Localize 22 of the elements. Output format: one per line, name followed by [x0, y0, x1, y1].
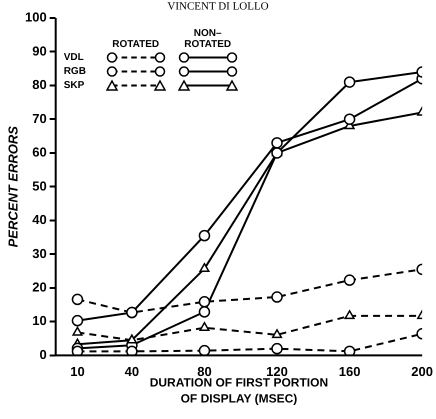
y-tick-label: 40 — [32, 212, 47, 228]
legend-label: SKP — [64, 80, 86, 91]
annotation: ROTATED — [111, 39, 160, 50]
y-tick-label: 10 — [32, 313, 47, 328]
y-tick-label: 20 — [32, 280, 47, 294]
y-tick-label: 70 — [32, 110, 47, 126]
legend-label: RGB — [64, 66, 87, 77]
x-tick-label: 10 — [70, 364, 85, 379]
y-tick-label: 50 — [32, 178, 47, 194]
x-tick-label: 160 — [338, 364, 360, 379]
y-tick-label: 60 — [32, 144, 47, 160]
y-tick-label: 80 — [32, 77, 47, 92]
y-tick-label: 30 — [32, 246, 47, 261]
x-tick-label: 40 — [124, 364, 140, 379]
legend-label: VDL — [64, 52, 85, 63]
y-tick-label: 0 — [39, 346, 47, 362]
annotation: NON– ROTATED — [183, 28, 232, 50]
y-axis-title: PERCENT ERRORS — [6, 126, 21, 248]
chart-title: VINCENT DI LOLLO — [167, 0, 269, 12]
y-tick-label: 100 — [24, 10, 47, 25]
x-tick-label: 200 — [411, 364, 434, 379]
y-tick-label: 90 — [32, 43, 47, 58]
